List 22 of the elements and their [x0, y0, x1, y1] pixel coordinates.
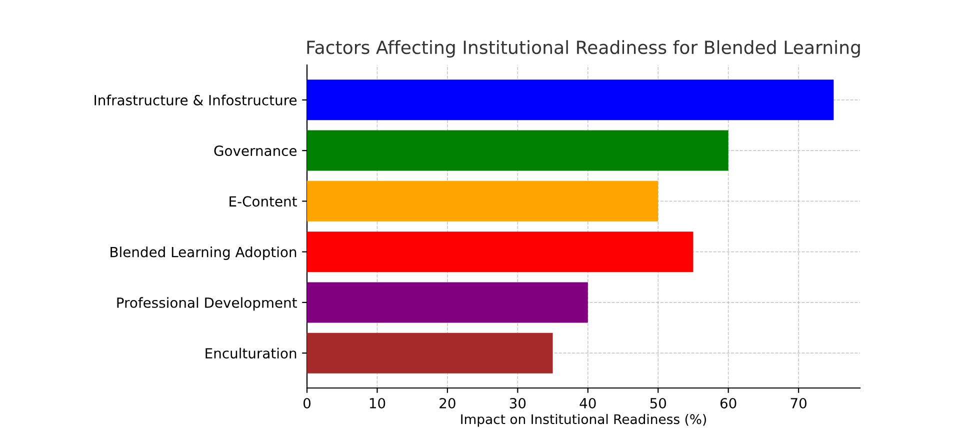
- bar: [307, 282, 588, 323]
- bar: [307, 232, 694, 272]
- y-tick-label: E-Content: [230, 196, 297, 207]
- x-tick-label: 40: [580, 398, 596, 408]
- y-tick-label: Infrastructure & Infostructure: [94, 94, 297, 106]
- chart-title: Factors Affecting Institutional Readiness for Blended Learning: [307, 40, 860, 58]
- y-tick-label: Enculturation: [206, 348, 296, 359]
- y-tick-label: Governance: [214, 146, 297, 156]
- x-tick-label: 70: [790, 398, 806, 408]
- x-tick-label: 0: [303, 398, 310, 408]
- bar: [307, 130, 728, 171]
- x-tick-label: 30: [510, 398, 526, 408]
- bar: [307, 332, 553, 374]
- x-tick-label: 50: [650, 398, 666, 408]
- x-tick-label: 20: [440, 398, 456, 408]
- x-tick-label: 60: [720, 398, 736, 408]
- x-tick-label: 10: [370, 398, 386, 408]
- x-axis-title: Impact on Institutional Readiness (%): [461, 414, 706, 427]
- bar: [307, 180, 658, 222]
- bar: [307, 80, 834, 120]
- y-tick-label: Blended Learning Adoption: [110, 246, 296, 260]
- y-tick-label: Professional Development: [117, 297, 297, 311]
